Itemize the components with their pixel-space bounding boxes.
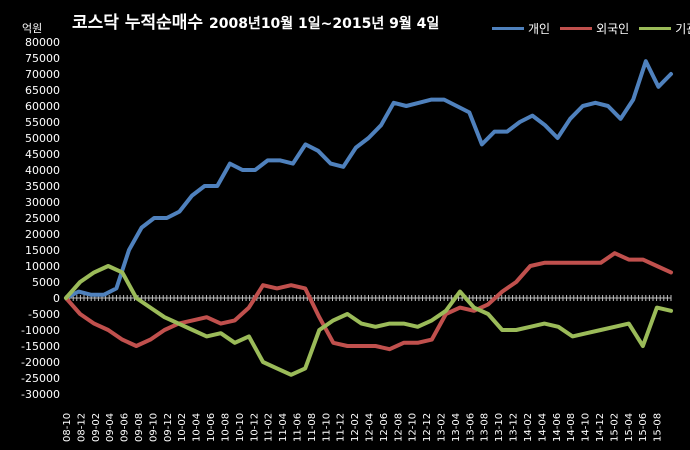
x-axis: 08-10 08-12 09-02 09-04 09-06 09-08 09-10 09-12… — [62, 295, 672, 442]
y-tick-label: 0 — [53, 292, 60, 305]
legend: 개인 외국인 기관 — [492, 20, 690, 37]
legend-swatch-institution — [639, 27, 672, 30]
y-tick-label: 10000 — [25, 260, 60, 273]
y-axis-unit: 억원 — [22, 22, 43, 35]
x-tick-label: 11-10 — [321, 413, 332, 442]
x-tick-label: 10-08 — [220, 413, 231, 442]
x-tick-label: 15-02 — [609, 413, 620, 442]
x-tick-label: 08-10 — [62, 413, 73, 442]
x-tick-label: 13-06 — [465, 413, 476, 442]
x-tick-label: 12-02 — [350, 413, 361, 442]
legend-item-foreign: 외국인 — [560, 20, 629, 37]
x-tick-label: 13-12 — [509, 413, 520, 442]
y-tick-label: 25000 — [25, 212, 60, 225]
x-tick-label: 12-12 — [422, 413, 433, 442]
x-tick-label: 14-02 — [523, 413, 534, 442]
x-tick-label: 15-08 — [653, 413, 664, 442]
series-layer — [64, 59, 673, 377]
x-tick-label: 13-02 — [437, 413, 448, 442]
x-tick-label: 13-08 — [480, 413, 491, 442]
x-tick-label: 14-06 — [552, 413, 563, 442]
x-tick-label: 11-06 — [292, 413, 303, 442]
title-period: 2008년10월 1일~2015년 9월 4일 — [208, 16, 440, 32]
x-tick-label: 10-06 — [206, 413, 217, 442]
x-tick-label: 11-08 — [307, 413, 318, 442]
x-tick-label: 10-12 — [249, 413, 260, 442]
legend-swatch-individual — [492, 27, 524, 30]
x-tick-label: 08-12 — [76, 413, 87, 442]
x-tick-label: 15-06 — [638, 413, 649, 442]
y-tick-label: -5000 — [28, 308, 60, 321]
y-tick-label: -30000 — [21, 388, 60, 401]
x-tick-label: 10-02 — [177, 413, 188, 442]
y-tick-label: 20000 — [25, 228, 60, 241]
legend-label-individual: 개인 — [528, 22, 551, 36]
legend-label-foreign: 외국인 — [596, 22, 630, 36]
x-tick-label: 15-04 — [624, 413, 635, 442]
y-tick-label: 45000 — [25, 148, 60, 161]
legend-item-individual: 개인 — [492, 20, 550, 37]
x-tick-label: 13-04 — [451, 413, 462, 442]
x-tick-label: 14-12 — [595, 413, 606, 442]
y-tick-label: -25000 — [21, 372, 60, 385]
y-tick-label: 40000 — [25, 164, 60, 177]
x-tick-label: 12-04 — [365, 413, 376, 442]
x-tick-label: 11-02 — [264, 413, 275, 442]
y-tick-label: 15000 — [25, 244, 60, 257]
x-tick-label: 12-08 — [393, 413, 404, 442]
y-tick-label: 80000 — [25, 36, 60, 49]
legend-swatch-foreign — [560, 27, 593, 30]
x-tick-label: 11-04 — [278, 413, 289, 442]
y-tick-label: -15000 — [21, 340, 60, 353]
y-tick-label: 75000 — [25, 52, 60, 65]
series-line-individual — [64, 59, 673, 300]
x-tick-label: 09-06 — [120, 413, 131, 442]
x-tick-label: 13-10 — [494, 413, 505, 442]
series-line-institution — [64, 264, 673, 377]
x-tick-label: 14-10 — [581, 413, 592, 442]
y-tick-label: 5000 — [32, 276, 60, 289]
y-tick-label: 30000 — [25, 196, 60, 209]
y-tick-label: 65000 — [25, 84, 60, 97]
y-axis: 8000075000700006500060000550005000045000… — [21, 36, 60, 401]
x-tick-label: 10-04 — [192, 413, 203, 442]
series-line-foreign — [64, 251, 673, 352]
y-tick-label: 35000 — [25, 180, 60, 193]
title-main: 코스닥 누적순매수 — [72, 13, 204, 33]
x-tick-label: 14-08 — [566, 413, 577, 442]
y-tick-label: 55000 — [25, 116, 60, 129]
y-tick-label: 50000 — [25, 132, 60, 145]
x-tick-label: 14-04 — [537, 413, 548, 442]
x-tick-label: 09-10 — [148, 413, 159, 442]
y-tick-label: -20000 — [21, 356, 60, 369]
x-tick-label: 12-06 — [379, 413, 390, 442]
y-tick-label: 60000 — [25, 100, 60, 113]
chart-title: 코스닥 누적순매수 2008년10월 1일~2015년 9월 4일 — [72, 8, 439, 33]
x-tick-label: 10-10 — [235, 413, 246, 442]
x-tick-label: 12-10 — [408, 413, 419, 442]
x-tick-label: 09-02 — [91, 413, 102, 442]
y-tick-label: -10000 — [21, 324, 60, 337]
x-tick-label: 09-08 — [134, 413, 145, 442]
x-tick-label: 11-12 — [336, 413, 347, 442]
x-tick-label: 09-04 — [105, 413, 116, 442]
legend-label-institution: 기관 — [675, 22, 690, 36]
y-tick-label: 70000 — [25, 68, 60, 81]
legend-item-institution: 기관 — [639, 20, 690, 37]
x-tick-label: 09-12 — [163, 413, 174, 442]
